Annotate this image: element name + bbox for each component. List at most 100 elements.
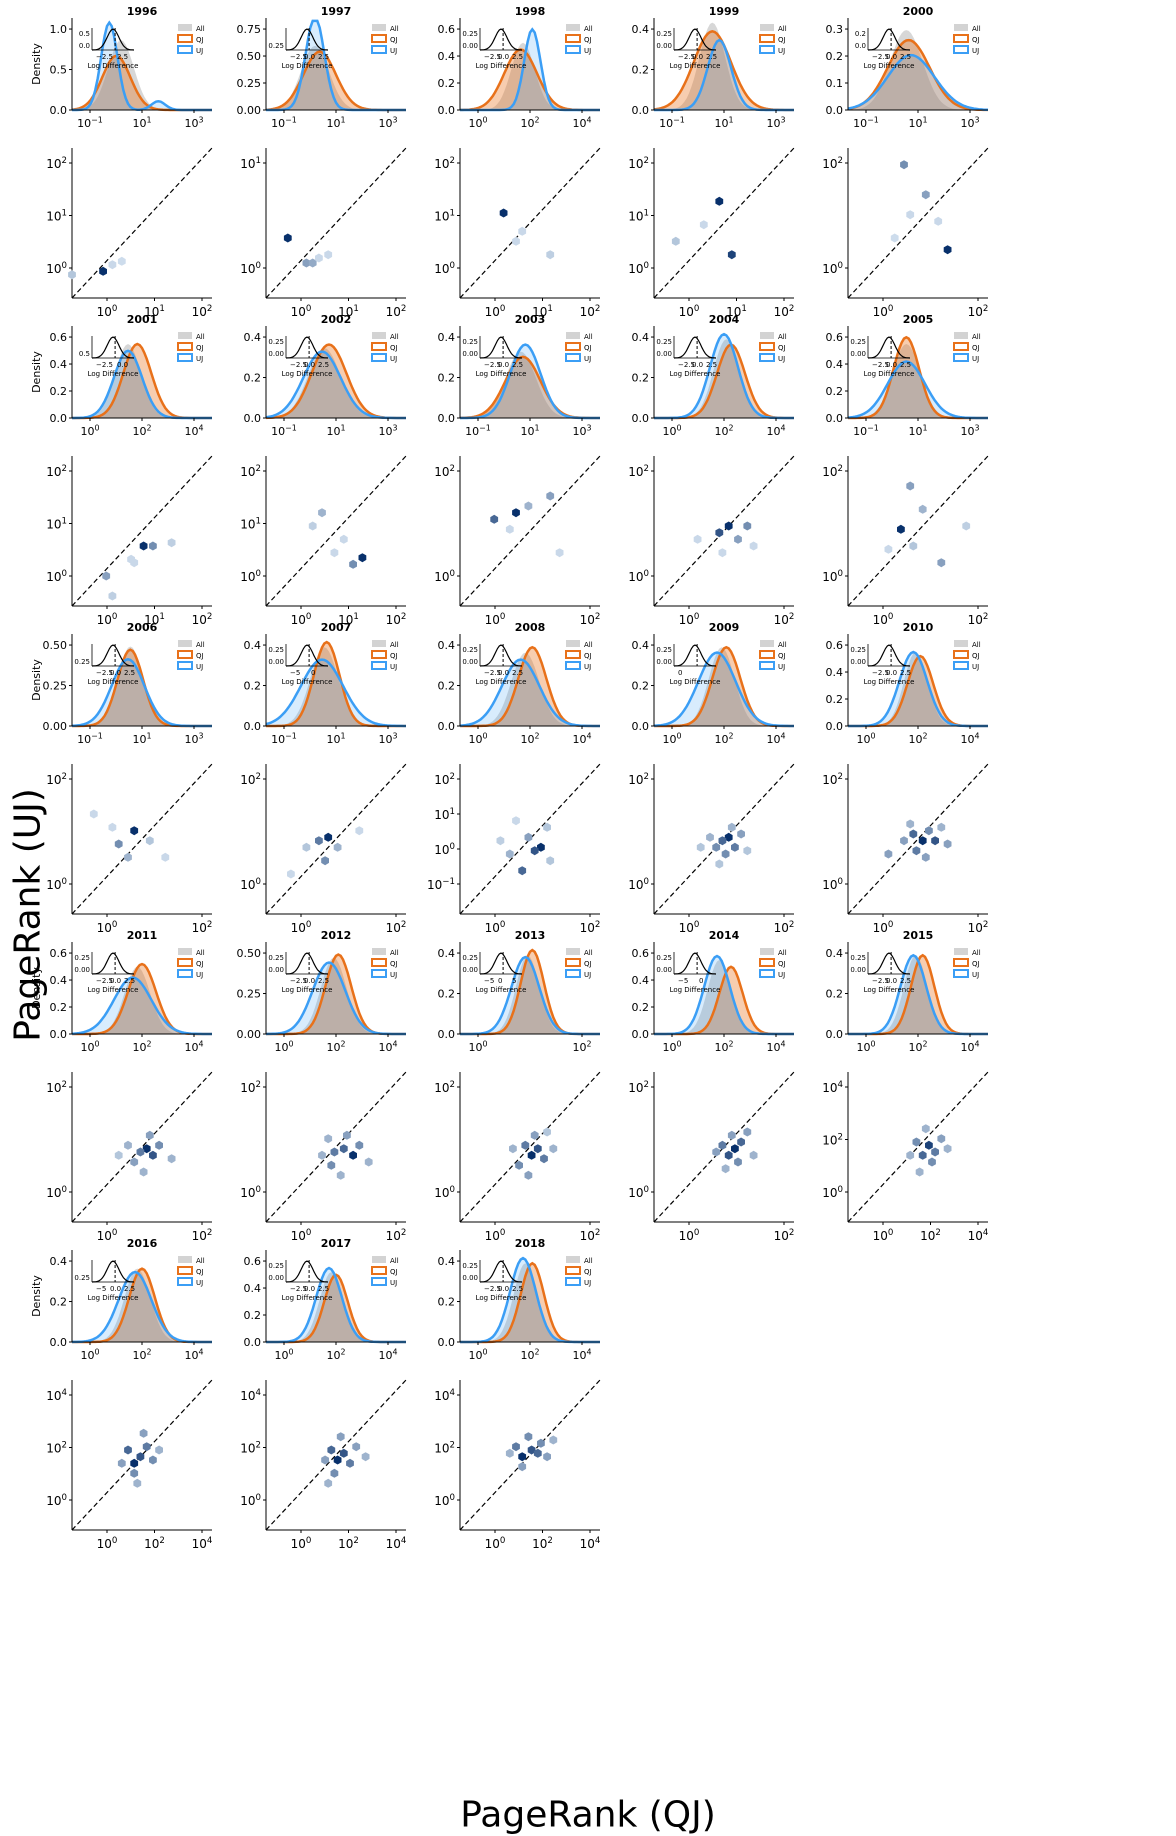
density-ytick-label: 0.1 bbox=[826, 77, 844, 90]
hexbin-ytick-label: 104 bbox=[434, 1388, 455, 1403]
legend-label-qj: QJ bbox=[196, 36, 204, 44]
hexbin-ytick-label: 102 bbox=[46, 1441, 67, 1456]
legend-swatch-uj bbox=[759, 353, 775, 362]
hexbin-ytick-label: 102 bbox=[434, 1080, 455, 1095]
hexbin-cell bbox=[358, 553, 367, 563]
hexbin-cell bbox=[124, 852, 132, 862]
hexbin-xtick-label: 101 bbox=[532, 304, 553, 319]
legend: All QJ UJ bbox=[565, 24, 593, 55]
inset-xtick-label: 0 bbox=[678, 669, 682, 677]
legend-label-all: All bbox=[972, 641, 981, 649]
hexbin-cell bbox=[518, 1452, 527, 1462]
legend-swatch-qj bbox=[565, 34, 581, 43]
density-ytick-label: 0.2 bbox=[632, 64, 650, 77]
hexbin-ytick-label: 100 bbox=[434, 842, 455, 857]
hexbin-cell bbox=[315, 836, 323, 846]
hexbin-cell bbox=[699, 220, 708, 230]
inset-xtick-label: 2.5 bbox=[124, 1285, 135, 1293]
hexbin-cell bbox=[524, 1170, 533, 1180]
density-ytick-label: 0.4 bbox=[244, 639, 262, 652]
hexbin-panel: 100 102 100 102 bbox=[628, 763, 795, 935]
density-xtick-label: 100 bbox=[468, 1040, 487, 1054]
inset-xtick-label: −2.5 bbox=[678, 53, 695, 61]
inset-xlabel: Log Difference bbox=[476, 1294, 527, 1302]
density-xtick-label: 102 bbox=[132, 424, 151, 438]
hexbin-panel: 100 102 104 100 102 104 bbox=[46, 1379, 213, 1551]
legend: All QJ UJ bbox=[759, 640, 787, 671]
legend-swatch-uj bbox=[759, 45, 775, 54]
inset-curve bbox=[479, 28, 523, 51]
identity-line bbox=[71, 455, 213, 607]
hexbin-ytick-label: 100 bbox=[46, 1185, 67, 1200]
hexbin-cell bbox=[139, 541, 148, 551]
density-title: 2018 bbox=[515, 1237, 546, 1250]
density-xtick-label: 103 bbox=[378, 732, 397, 746]
inset-xtick-label: −2.5 bbox=[96, 361, 113, 369]
kde-fill-all bbox=[72, 646, 212, 726]
density-title: 2004 bbox=[709, 313, 740, 326]
density-ytick-label: 0.0 bbox=[632, 104, 650, 117]
density-ytick-label: 0.4 bbox=[438, 639, 456, 652]
inset-xtick-label: 0.0 bbox=[692, 53, 703, 61]
hexbin-cell bbox=[89, 809, 98, 819]
hexbin-ytick-label: 100 bbox=[434, 1185, 455, 1200]
legend-label-uj: UJ bbox=[196, 47, 203, 55]
hexbin-cell bbox=[155, 1445, 163, 1455]
legend-swatch-uj bbox=[953, 45, 969, 54]
identity-line bbox=[653, 147, 795, 299]
legend-swatch-all bbox=[372, 24, 386, 31]
inset-xtick-label: −5 bbox=[484, 977, 494, 985]
hexbin-cell bbox=[921, 1124, 930, 1134]
legend: All QJ UJ bbox=[371, 24, 399, 55]
inset-curve bbox=[285, 1260, 329, 1283]
inset-xtick-label: −2.5 bbox=[484, 53, 501, 61]
density-ytick-label: 0.2 bbox=[244, 372, 262, 385]
inset-xtick-label: 2.5 bbox=[124, 669, 135, 677]
hexbin-cell bbox=[108, 260, 117, 270]
hexbin-cell bbox=[928, 1157, 936, 1167]
inset-xtick-label: 0.0 bbox=[886, 669, 897, 677]
hexbin-cell bbox=[308, 258, 317, 268]
density-ytick-label: 0.4 bbox=[438, 50, 456, 63]
density-title: 2005 bbox=[903, 313, 934, 326]
density-ytick-label: 0.0 bbox=[438, 104, 456, 117]
density-title: 2017 bbox=[321, 1237, 352, 1250]
identity-line bbox=[459, 763, 601, 915]
hexbin-cell bbox=[943, 839, 952, 849]
hexbin-ytick-label: 100 bbox=[240, 1493, 261, 1508]
inset-xlabel: Log Difference bbox=[282, 62, 333, 70]
hexbin-cell bbox=[524, 832, 533, 842]
figure-xlabel: PageRank (QJ) bbox=[460, 1794, 716, 1836]
hexbin-cell bbox=[287, 869, 295, 879]
legend: All QJ UJ bbox=[759, 948, 787, 979]
hexbin-cell bbox=[339, 1144, 348, 1154]
hexbin-cell bbox=[934, 216, 943, 226]
inset-xtick-label: 0.0 bbox=[498, 53, 509, 61]
legend-label-uj: UJ bbox=[778, 971, 785, 979]
legend: All QJ UJ bbox=[177, 332, 205, 363]
hexbin-cell bbox=[734, 534, 742, 544]
inset-xlabel: Log Difference bbox=[88, 1294, 139, 1302]
inset-ytick-label: 0.5 bbox=[79, 350, 90, 358]
density-xtick-label: 101 bbox=[908, 116, 927, 130]
kde-line-uj bbox=[653, 651, 794, 728]
hexbin-cell bbox=[533, 1144, 542, 1154]
legend: All QJ UJ bbox=[953, 948, 981, 979]
density-xtick-label: 104 bbox=[184, 1040, 203, 1054]
hexbin-xtick-label: 102 bbox=[774, 612, 795, 627]
hexbin-cell bbox=[931, 1147, 939, 1157]
hexbin-xtick-label: 101 bbox=[338, 612, 359, 627]
hexbin-xtick-label: 100 bbox=[485, 1536, 506, 1551]
hexbin-xtick-label: 100 bbox=[485, 304, 506, 319]
hexbin-cell bbox=[155, 1140, 163, 1150]
inset-xtick-label: 0.0 bbox=[886, 361, 897, 369]
inset-xtick-label: 0.0 bbox=[117, 361, 128, 369]
hexbin-cell bbox=[302, 258, 311, 268]
hexbin-cell bbox=[724, 1150, 733, 1160]
identity-line bbox=[459, 455, 601, 607]
